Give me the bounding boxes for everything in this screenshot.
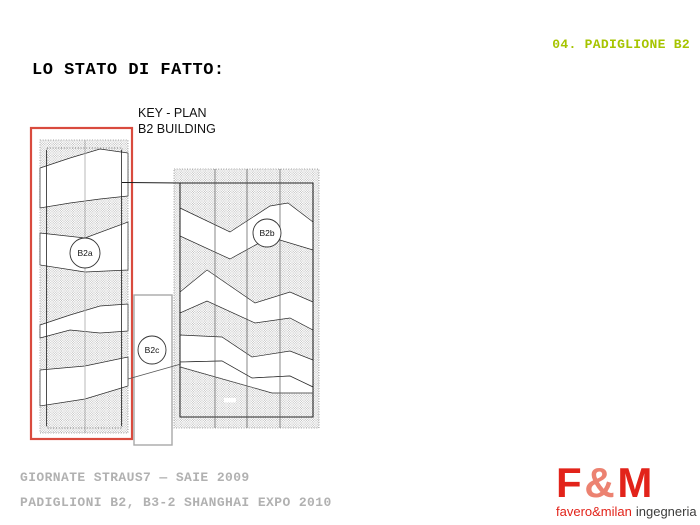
b2c-label-text: B2c	[145, 345, 160, 355]
keyplan-diagram: B2a B2b B2c	[29, 126, 320, 446]
footer-event-line: GIORNATE STRAUS7 — SAIE 2009	[20, 470, 250, 485]
logo-brand-name: favero&milan	[556, 504, 632, 519]
b2a-label-circle	[69, 237, 101, 269]
b2b-inner-outline	[179, 182, 314, 418]
logo-fm-mark: F & M	[556, 459, 696, 506]
logo-brand-suffix: ingegneria	[635, 504, 697, 519]
b2c-block	[133, 294, 173, 446]
building-b2a-plan	[39, 139, 129, 434]
page-title: LO STATO DI FATTO:	[32, 61, 225, 80]
slide-section-tag: 04. PADIGLIONE B2	[552, 37, 690, 52]
connector-line-diagonal	[127, 363, 182, 380]
building-b2b-plan	[173, 168, 320, 429]
highlight-rect-b2a	[29, 126, 134, 441]
b2b-small-opening	[224, 398, 236, 403]
b2a-label-bubble: B2a	[69, 237, 101, 269]
logo-letter-f: F	[556, 459, 582, 506]
b2a-void-band-1	[39, 148, 129, 209]
b2c-label-bubble: B2c	[137, 335, 167, 365]
keyplan-caption-line2: B2 BUILDING	[138, 122, 216, 136]
b2a-inner-dotted-outline	[46, 147, 123, 429]
connector-line-top	[121, 182, 181, 184]
b2c-label-circle	[137, 335, 167, 365]
b2b-label-bubble: B2b	[252, 218, 282, 248]
logo-tagline: favero&milan ingegneria	[556, 504, 697, 519]
b2b-label-text: B2b	[259, 228, 274, 238]
b2a-label-text: B2a	[77, 248, 92, 258]
b2a-void-band-3	[39, 303, 129, 339]
logo-letter-m: M	[617, 459, 652, 506]
keyplan-caption-line1: KEY - PLAN	[138, 106, 207, 120]
company-logo: F & M favero&milan ingegneria	[556, 459, 697, 520]
b2b-label-circle	[252, 218, 282, 248]
logo-ampersand: &	[584, 459, 614, 506]
keyplan-caption: KEY - PLAN B2 BUILDING	[138, 105, 216, 137]
footer-project-line: PADIGLIONI B2, B3-2 SHANGHAI EXPO 2010	[20, 495, 332, 510]
